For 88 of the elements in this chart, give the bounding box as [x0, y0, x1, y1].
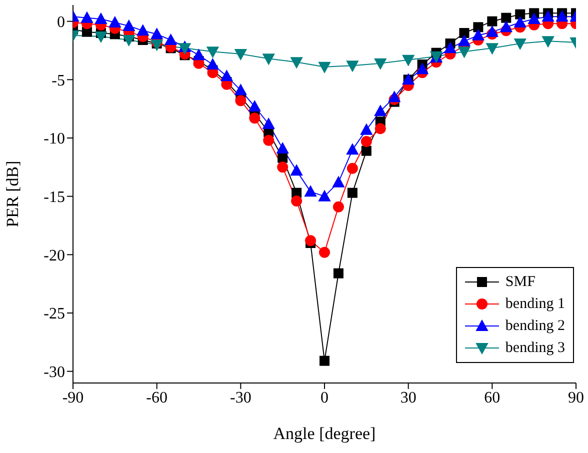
point	[276, 142, 289, 154]
point	[486, 26, 498, 37]
point	[304, 186, 317, 197]
y-tick-label: -25	[44, 306, 65, 323]
point	[263, 134, 274, 146]
point	[486, 43, 498, 54]
point	[501, 12, 512, 23]
point	[514, 16, 526, 28]
point	[290, 57, 303, 68]
point	[136, 24, 149, 36]
point	[235, 95, 246, 106]
point	[542, 10, 554, 22]
point	[487, 16, 498, 26]
point	[542, 36, 554, 48]
point	[388, 91, 400, 102]
x-tick-label: -30	[230, 389, 252, 406]
legend-label: bending 3	[505, 340, 565, 356]
point	[332, 176, 344, 188]
point	[220, 70, 233, 82]
point	[262, 54, 275, 65]
point	[472, 29, 484, 40]
point	[192, 49, 205, 60]
point	[402, 54, 414, 66]
point	[458, 35, 470, 46]
point	[234, 84, 247, 96]
point	[94, 13, 107, 24]
point	[360, 124, 372, 135]
point	[374, 58, 386, 70]
point	[249, 112, 260, 124]
point	[459, 28, 470, 38]
x-tick-label: 90	[568, 389, 584, 406]
x-tick-label: 0	[320, 389, 328, 406]
legend-label: SMF	[505, 274, 536, 290]
point	[361, 146, 372, 156]
point	[80, 12, 93, 23]
point	[514, 38, 526, 50]
point	[248, 100, 261, 112]
y-tick-label: 0	[57, 14, 65, 32]
point	[318, 190, 330, 202]
point	[346, 60, 358, 72]
point	[150, 28, 163, 40]
point	[206, 58, 219, 70]
point	[528, 13, 540, 24]
point	[347, 188, 358, 198]
point	[318, 62, 330, 73]
point	[320, 356, 330, 366]
x-axis-title: Angle [degree]	[273, 424, 376, 443]
point	[416, 63, 428, 74]
point	[319, 246, 330, 258]
point	[234, 49, 247, 60]
point	[122, 20, 135, 31]
y-tick-label: -15	[44, 189, 65, 206]
point	[500, 21, 512, 32]
x-tick-label: 60	[484, 389, 500, 406]
x-tick-label: -90	[62, 389, 84, 406]
point	[108, 16, 121, 28]
point	[333, 268, 344, 278]
legend-label: bending 2	[505, 318, 565, 334]
point	[444, 42, 456, 54]
point	[332, 201, 344, 212]
y-tick-label: -5	[52, 72, 65, 90]
point	[150, 40, 163, 51]
point	[305, 235, 316, 246]
point	[374, 105, 386, 116]
point	[164, 34, 177, 45]
x-tick-label: 30	[400, 389, 416, 406]
y-tick-label: -30	[44, 364, 65, 382]
point	[277, 162, 288, 173]
y-tick-label: -20	[44, 247, 65, 264]
point	[94, 32, 107, 42]
point	[206, 46, 219, 58]
point	[360, 136, 372, 147]
point	[291, 196, 302, 206]
point	[515, 9, 526, 20]
point	[473, 22, 484, 32]
point	[290, 164, 303, 176]
point	[178, 43, 191, 54]
y-tick-label: -10	[44, 130, 65, 148]
x-tick-label: -60	[146, 389, 168, 406]
point	[374, 123, 386, 134]
y-axis-title: PER [dB]	[3, 160, 22, 228]
point	[122, 35, 135, 46]
point	[458, 46, 470, 58]
point	[346, 144, 358, 155]
legend-label: bending 1	[505, 296, 565, 312]
point	[346, 162, 358, 174]
point	[262, 118, 275, 129]
point	[556, 10, 568, 22]
